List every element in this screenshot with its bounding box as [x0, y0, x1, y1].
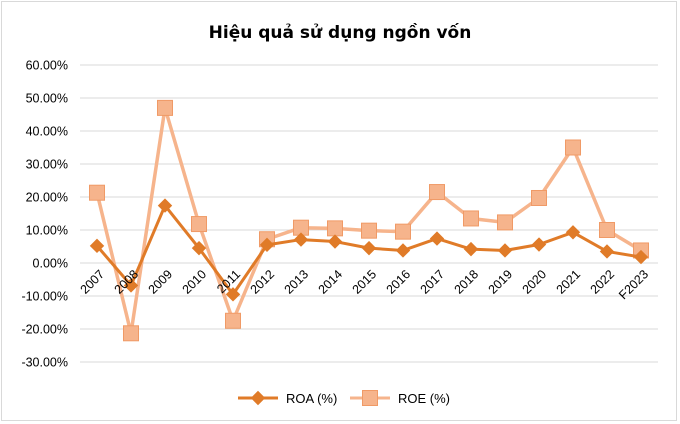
x-axis-ticks: 2007 2008 2009 2010 2011 2012 2013 2014 2015 2016… — [78, 267, 652, 302]
data-point — [599, 222, 615, 238]
data-point — [565, 139, 581, 156]
data-point — [293, 232, 309, 247]
legend-label: ROA (%) — [286, 391, 337, 406]
y-tick-label: 0.00% — [33, 257, 68, 271]
x-tick-label: 2007 — [78, 267, 108, 297]
series-roa — [89, 198, 649, 302]
data-point — [565, 225, 581, 240]
y-axis-ticks: 60.00% 50.00% 40.00% 30.00% 20.00% 10.00% 0.00… — [21, 59, 68, 370]
y-tick-label: 10.00% — [26, 224, 68, 238]
data-point — [429, 184, 445, 201]
data-point — [463, 210, 479, 227]
data-point — [361, 222, 377, 239]
x-tick-label: F2023 — [616, 267, 651, 302]
series-layer — [89, 99, 649, 342]
y-tick-label: -20.00% — [21, 323, 68, 337]
x-tick-label: 2020 — [520, 267, 550, 297]
x-tick-label: 2009 — [146, 267, 176, 297]
legend-item: ROE (%) — [350, 390, 450, 406]
data-point — [599, 244, 615, 259]
x-tick-label: 2022 — [588, 267, 618, 297]
data-point — [531, 189, 547, 206]
data-point — [89, 184, 105, 201]
legend-item: ROA (%) — [238, 390, 337, 406]
x-tick-label: 2018 — [452, 267, 482, 297]
chart-title: Hiệu quả sử dụng ngồn vốn — [209, 22, 472, 43]
data-point — [362, 390, 378, 406]
data-point — [225, 287, 241, 302]
data-point — [123, 325, 139, 342]
data-point — [395, 223, 411, 240]
x-tick-label: 2017 — [418, 267, 448, 297]
data-point — [259, 237, 275, 253]
y-tick-label: 60.00% — [26, 59, 68, 73]
y-tick-label: 50.00% — [26, 92, 68, 106]
data-point — [395, 243, 411, 258]
data-point — [497, 243, 513, 258]
x-tick-label: 2015 — [350, 267, 380, 297]
data-point — [633, 249, 649, 265]
x-tick-label: 2014 — [316, 267, 346, 297]
data-point — [225, 312, 241, 329]
data-point — [191, 216, 207, 233]
data-point — [157, 99, 173, 116]
gridlines — [80, 64, 658, 363]
x-tick-label: 2019 — [486, 267, 516, 297]
x-tick-label: 2021 — [554, 267, 584, 297]
series-roe — [89, 99, 649, 342]
data-point — [429, 231, 445, 246]
y-tick-label: 40.00% — [26, 125, 68, 139]
y-tick-label: -30.00% — [21, 356, 68, 370]
data-point — [327, 234, 343, 249]
x-tick-label: 2016 — [384, 267, 414, 297]
data-point — [497, 214, 513, 231]
legend-label: ROE (%) — [398, 391, 450, 406]
data-point — [531, 237, 547, 252]
data-point — [89, 238, 105, 254]
data-point — [463, 241, 479, 257]
y-tick-label: -10.00% — [21, 290, 68, 304]
x-tick-label: 2010 — [180, 267, 210, 297]
data-point — [123, 278, 139, 293]
data-point — [157, 198, 173, 213]
legend: ROA (%) ROE (%) — [238, 390, 450, 406]
data-point — [327, 220, 343, 237]
y-tick-label: 30.00% — [26, 158, 68, 172]
y-tick-label: 20.00% — [26, 191, 68, 205]
data-point — [250, 390, 266, 406]
data-point — [191, 240, 207, 256]
x-tick-label: 2013 — [282, 267, 312, 297]
data-point — [361, 240, 377, 256]
